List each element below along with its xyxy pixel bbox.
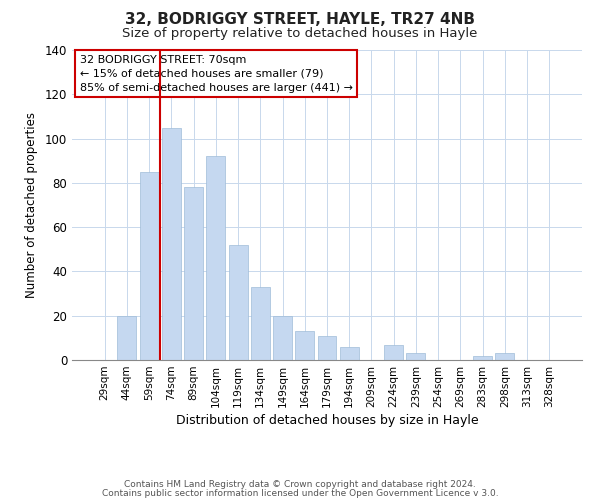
Bar bbox=[162, 128, 181, 360]
Bar bbox=[140, 172, 158, 360]
Text: Size of property relative to detached houses in Hayle: Size of property relative to detached ho… bbox=[122, 28, 478, 40]
Bar bbox=[384, 344, 403, 360]
Bar bbox=[184, 188, 203, 360]
Bar bbox=[273, 316, 292, 360]
Text: Contains public sector information licensed under the Open Government Licence v : Contains public sector information licen… bbox=[101, 488, 499, 498]
Bar bbox=[406, 354, 425, 360]
Bar bbox=[229, 245, 248, 360]
Bar bbox=[340, 346, 359, 360]
Bar bbox=[206, 156, 225, 360]
Bar bbox=[317, 336, 337, 360]
Text: Contains HM Land Registry data © Crown copyright and database right 2024.: Contains HM Land Registry data © Crown c… bbox=[124, 480, 476, 489]
Text: 32, BODRIGGY STREET, HAYLE, TR27 4NB: 32, BODRIGGY STREET, HAYLE, TR27 4NB bbox=[125, 12, 475, 28]
Y-axis label: Number of detached properties: Number of detached properties bbox=[25, 112, 38, 298]
Bar bbox=[473, 356, 492, 360]
X-axis label: Distribution of detached houses by size in Hayle: Distribution of detached houses by size … bbox=[176, 414, 478, 427]
Bar bbox=[118, 316, 136, 360]
Bar bbox=[295, 331, 314, 360]
Bar bbox=[251, 287, 270, 360]
Bar bbox=[496, 354, 514, 360]
Text: 32 BODRIGGY STREET: 70sqm
← 15% of detached houses are smaller (79)
85% of semi-: 32 BODRIGGY STREET: 70sqm ← 15% of detac… bbox=[80, 54, 353, 92]
